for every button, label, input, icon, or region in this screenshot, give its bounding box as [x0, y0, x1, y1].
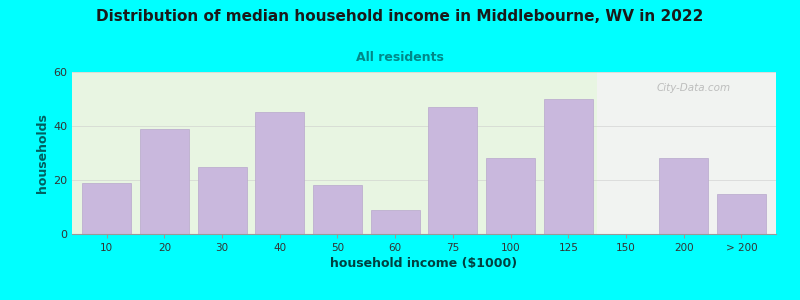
Bar: [717, 194, 766, 234]
Bar: [544, 99, 593, 234]
X-axis label: household income ($1000): household income ($1000): [330, 257, 518, 270]
Bar: [597, 72, 799, 234]
Bar: [82, 183, 131, 234]
Bar: [140, 129, 189, 234]
Bar: [428, 107, 478, 234]
Text: City-Data.com: City-Data.com: [656, 83, 730, 93]
Bar: [198, 167, 246, 234]
Bar: [486, 158, 535, 234]
Bar: [313, 185, 362, 234]
Text: Distribution of median household income in Middlebourne, WV in 2022: Distribution of median household income …: [96, 9, 704, 24]
Y-axis label: households: households: [36, 113, 49, 193]
Bar: [659, 158, 708, 234]
Bar: [255, 112, 304, 234]
Text: All residents: All residents: [356, 51, 444, 64]
Bar: [370, 210, 420, 234]
